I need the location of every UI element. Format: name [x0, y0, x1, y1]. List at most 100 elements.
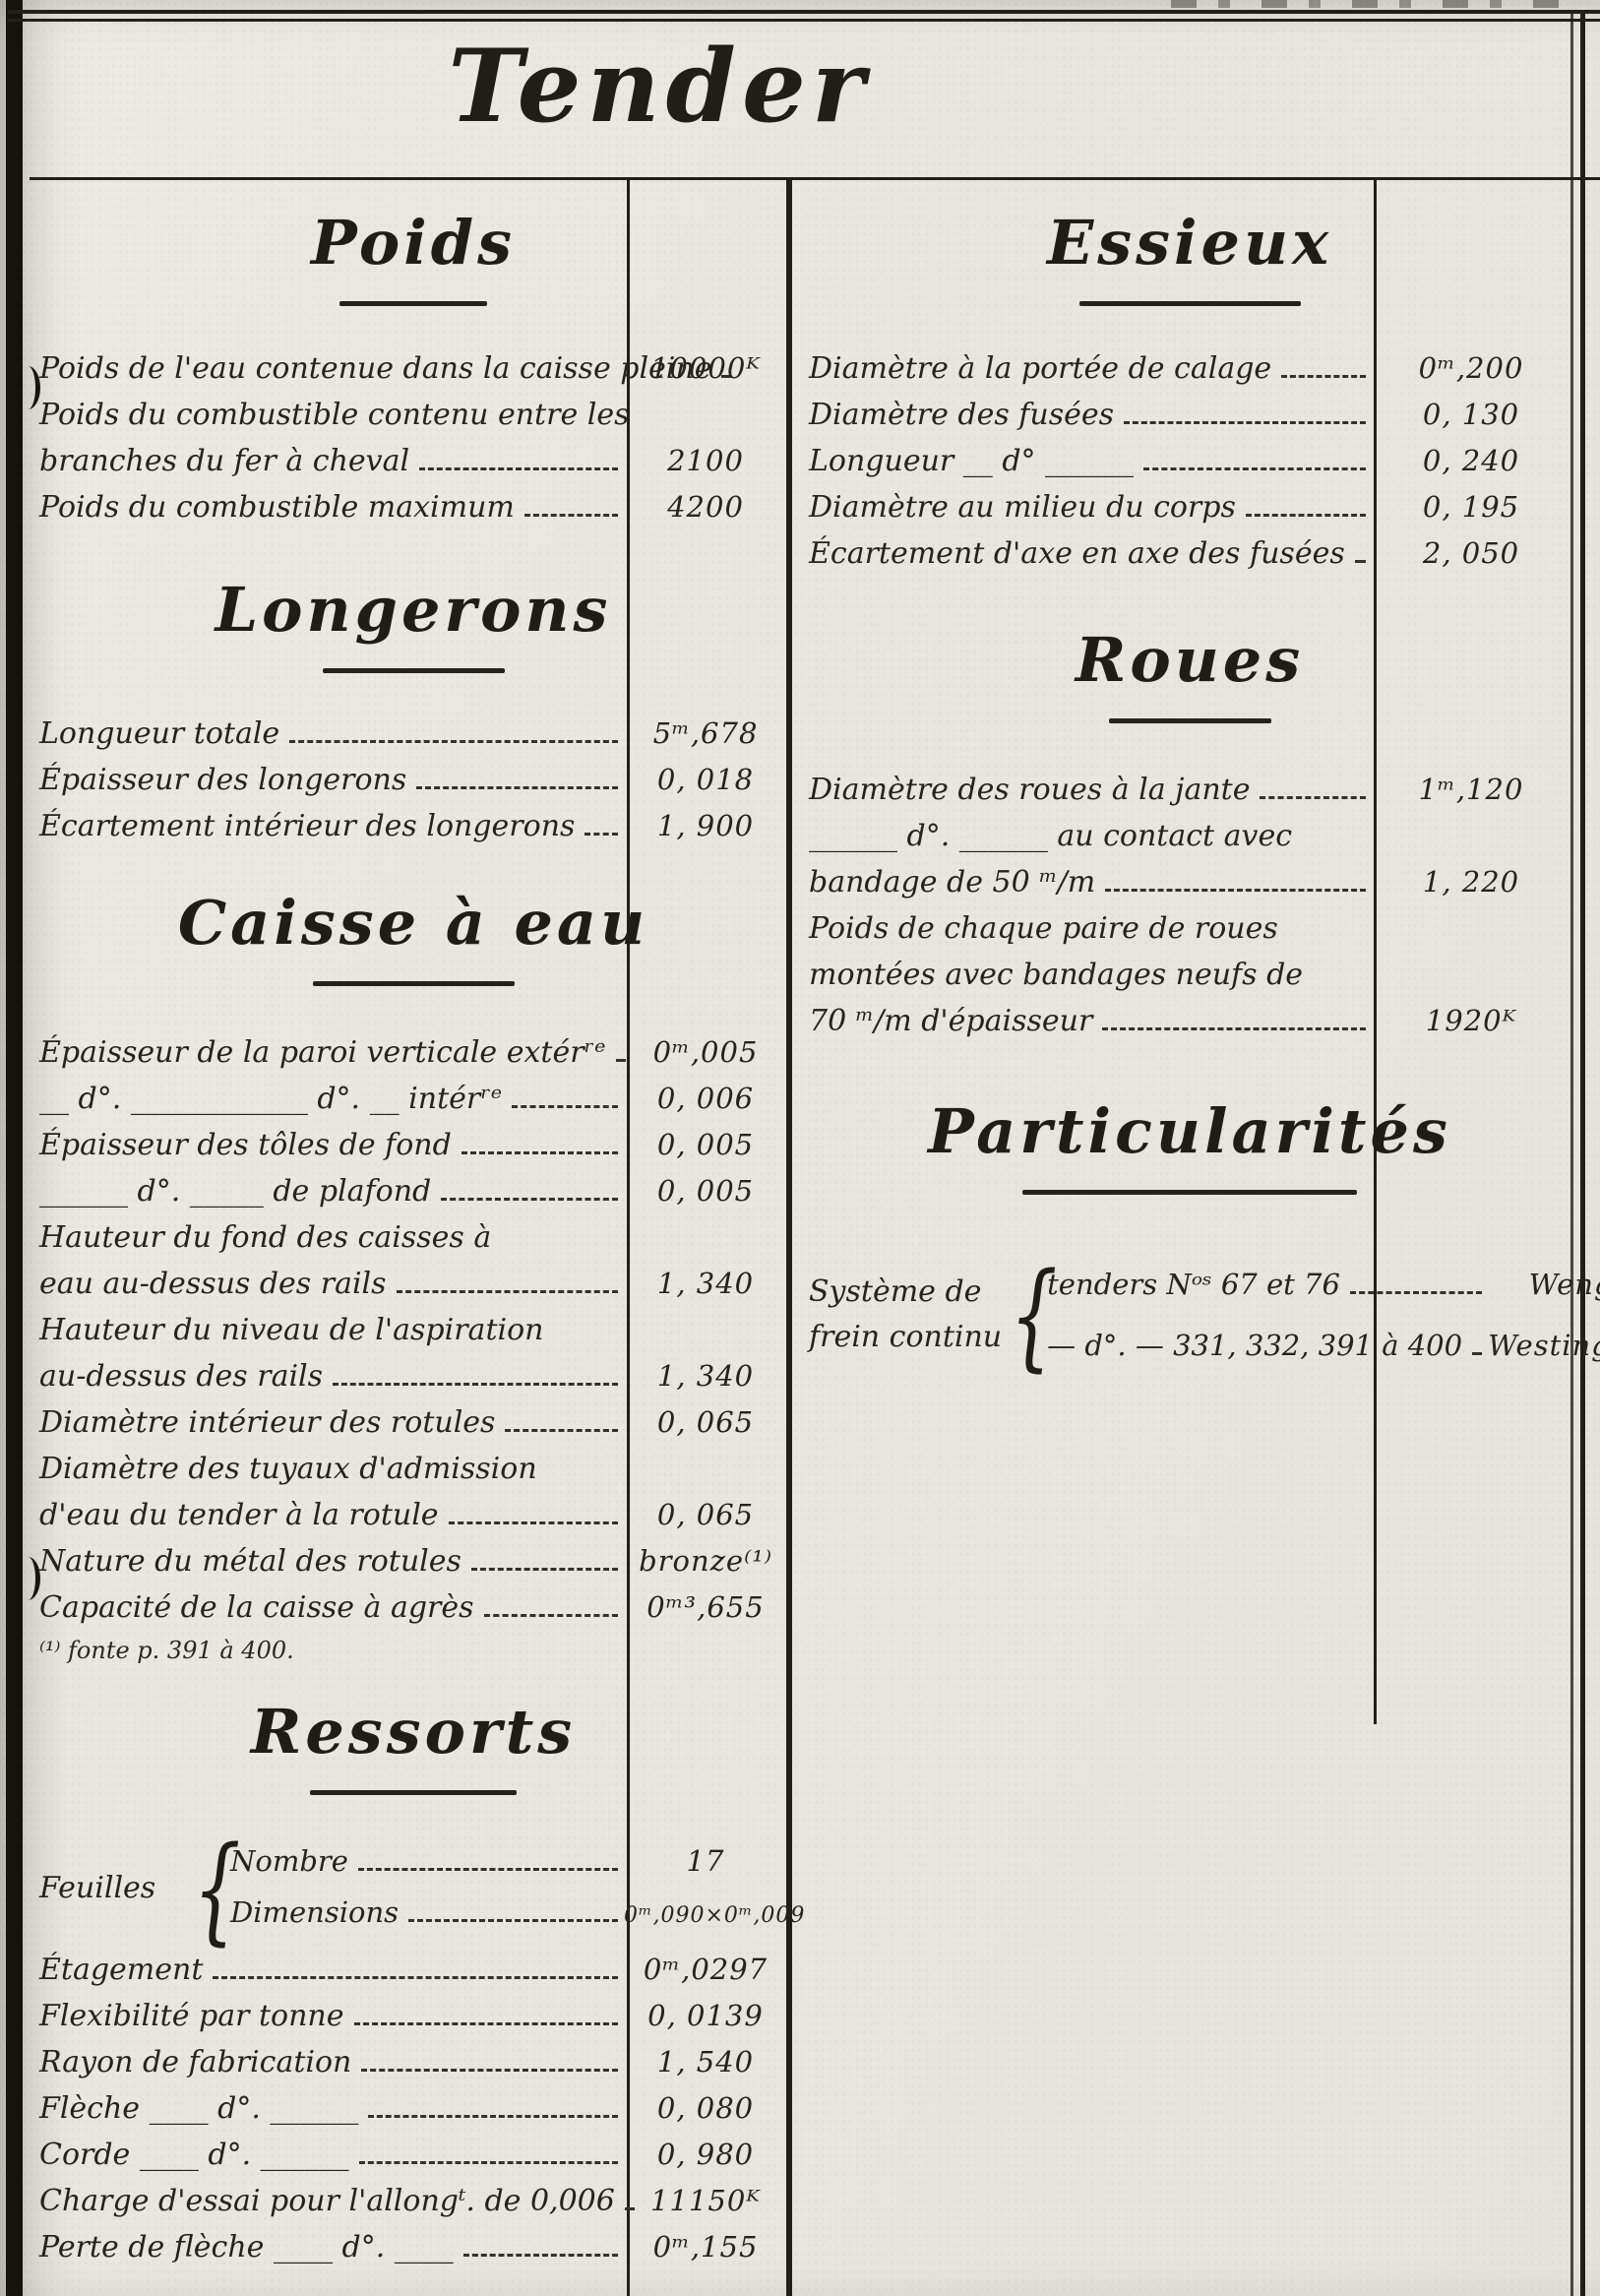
row-value: 0, 080 [656, 2091, 755, 2125]
section-heading-essieux: Essieux [809, 199, 1570, 306]
row-value: 11150ᴷ [650, 2184, 761, 2217]
right-value-column-rule [1374, 180, 1377, 1724]
table-row: Longueur totale 5ᵐ,678 [39, 711, 787, 757]
row-label: Diamètre au milieu du corps [809, 490, 1236, 525]
row-value: 4200 [667, 490, 744, 524]
row-value: 10000ᴷ [650, 351, 761, 385]
row-label: au-dessus des rails [39, 1359, 324, 1394]
row-label: Flexibilité par tonne [39, 1999, 344, 2033]
section-heading-caisse-a-eau: Caisse à eau [39, 879, 787, 986]
page-right-border-inner [1570, 12, 1573, 2296]
page-edge-mark [20, 366, 40, 409]
row-label: Hauteur du niveau de l'aspiration [39, 1313, 544, 1347]
heading-text: Poids [310, 207, 517, 279]
row-value: 0ᵐ,0297 [643, 1953, 769, 1986]
dotted-leader [461, 1151, 618, 1154]
section-heading-particularites: Particularités [809, 1087, 1570, 1195]
heading-underline [310, 1790, 517, 1795]
table-row: ______ d°. _____ de plafond 0, 005 [39, 1168, 787, 1214]
page-left-border [6, 0, 23, 2296]
row-label: ______ d°. _____ de plafond [39, 1174, 432, 1209]
row-value: Westinghouse [1488, 1329, 1600, 1362]
row-value: 0, 006 [656, 1082, 755, 1115]
row-value: 2, 050 [1422, 536, 1520, 570]
section-heading-poids: Poids [39, 199, 787, 306]
row-label: Dimensions [230, 1895, 400, 1929]
row-value: 2100 [667, 444, 744, 477]
table-row: Hauteur du niveau de l'aspiration au-des… [39, 1307, 787, 1399]
row-value: Wenger [1528, 1268, 1600, 1301]
table-row: Diamètre des roues à la jante 1ᵐ,120 [809, 767, 1570, 813]
section-heading-ressorts: Ressorts [39, 1688, 787, 1795]
table-row: ______ d°. ______ au contact avec bandag… [809, 813, 1570, 905]
row-value: 0ᵐ,090×0ᵐ,009 [624, 1903, 806, 1928]
row-value: 0ᵐ,155 [652, 2230, 759, 2264]
row-label: Flèche ____ d°. ______ [39, 2091, 359, 2126]
table-row: Diamètre des tuyaux d'admission d'eau du… [39, 1446, 787, 1538]
heading-underline [1078, 301, 1301, 306]
right-column: Essieux Diamètre à la portée de calage 0… [809, 185, 1600, 1376]
row-label: Nature du métal des rotules [39, 1544, 462, 1579]
table-row: Diamètre des fusées 0, 130 [809, 392, 1570, 438]
row-label: Diamètre des fusées [809, 398, 1115, 432]
dotted-leader [396, 1290, 618, 1293]
row-label: Longueur totale [39, 716, 280, 751]
table-row: Poids du combustible contenu entre les b… [39, 392, 787, 484]
row-value: 1, 540 [656, 2045, 755, 2079]
row-label: Perte de flèche ____ d°. ____ [39, 2230, 454, 2265]
row-value: 0, 018 [656, 763, 755, 796]
row-label: Rayon de fabrication [39, 2045, 352, 2079]
dotted-leader [441, 1198, 618, 1201]
title-separator-rule [30, 177, 1600, 180]
footnote: ⁽¹⁾ fonte p. 391 à 400. [39, 1637, 294, 1664]
row-label: Diamètre des roues à la jante [809, 773, 1251, 807]
dotted-leader [1472, 1352, 1483, 1355]
row-label: Système de [809, 1274, 982, 1309]
table-row: Charge d'essai pour l'allongᵗ. de 0,006 … [39, 2178, 787, 2224]
row-label: Épaisseur des longerons [39, 763, 407, 797]
page-top-border [8, 10, 1600, 14]
heading-underline [312, 981, 515, 986]
row-label: d'eau du tender à la rotule [39, 1498, 439, 1532]
brace-row-frein-continu: Système de frein continu { tenders Nᵒˢ 6… [809, 1254, 1600, 1376]
row-label: Feuilles [39, 1871, 156, 1905]
dotted-leader [462, 2254, 618, 2257]
row-value: 0, 0139 [647, 1999, 764, 2032]
heading-underline [1108, 718, 1271, 723]
row-value: 0, 240 [1422, 444, 1520, 477]
row-value: 1, 220 [1422, 865, 1520, 899]
row-label: Poids de l'eau contenue dans la caisse p… [39, 351, 712, 386]
dotted-leader [1349, 1291, 1483, 1294]
page-top-border-inner [8, 19, 1600, 22]
table-row: Nature du métal des rotules bronze⁽¹⁾ [39, 1538, 787, 1584]
row-value: 17 [686, 1844, 725, 1878]
row-value: 1, 340 [656, 1267, 755, 1300]
dotted-leader [416, 786, 618, 789]
table-row: Épaisseur des tôles de fond 0, 005 [39, 1122, 787, 1168]
dotted-leader [357, 1868, 618, 1871]
dotted-leader [408, 1919, 618, 1922]
heading-underline [1022, 1190, 1357, 1195]
table-row: Poids du combustible maximum 4200 [39, 484, 787, 530]
page-right-border [1580, 12, 1585, 2296]
table-row: Épaisseur de la paroi verticale extérʳᵉ … [39, 1029, 787, 1076]
row-label: Corde ____ d°. ______ [39, 2138, 349, 2172]
row-label: Hauteur du fond des caisses à [39, 1220, 492, 1255]
dotted-leader [333, 1383, 618, 1386]
section-heading-roues: Roues [809, 616, 1570, 723]
table-row: __ d°. ____________ d°. __ intérʳᵉ 0, 00… [39, 1076, 787, 1122]
row-label: Poids de chaque paire de roues [809, 911, 1278, 946]
brace-row-feuilles: Feuilles { Nombre 17 Dimensions 0ᵐ,090×0… [39, 1831, 806, 1947]
row-value: bronze⁽¹⁾ [639, 1544, 772, 1578]
row-value: 0, 980 [656, 2138, 755, 2171]
table-row: Poids de l'eau contenue dans la caisse p… [39, 345, 787, 392]
dotted-leader [1124, 421, 1366, 424]
dotted-leader [1354, 560, 1366, 563]
row-value: 0ᵐ³,655 [646, 1590, 765, 1624]
row-label: Nombre [230, 1844, 348, 1878]
heading-text: Roues [1075, 624, 1305, 696]
dotted-leader [358, 2161, 618, 2164]
row-label: Épaisseur de la paroi verticale extérʳᵉ [39, 1035, 606, 1070]
table-row: Hauteur du fond des caisses à eau au-des… [39, 1214, 787, 1307]
table-row: Flexibilité par tonne 0, 0139 [39, 1993, 787, 2039]
